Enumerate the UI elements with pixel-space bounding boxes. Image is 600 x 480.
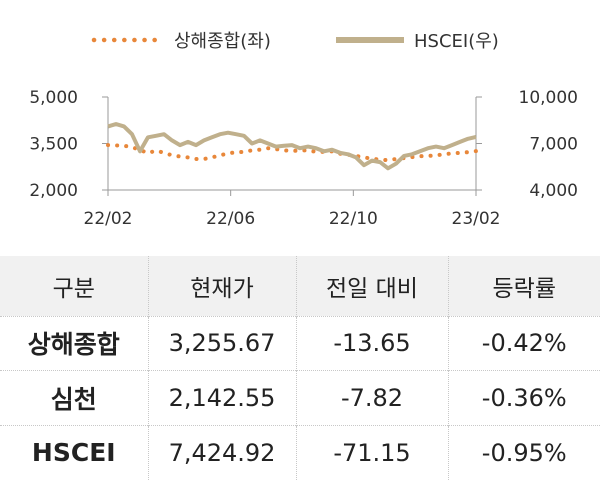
index-table: 구분 현재가 전일 대비 등락률 상해종합 3,255.67 -13.65 -0… — [0, 256, 600, 480]
legend-label-hscei: HSCEI(우) — [414, 31, 499, 52]
row-name: 상해종합 — [27, 330, 120, 360]
y-right-tick-label: 7,000 — [529, 135, 578, 155]
row-pct: -0.42% — [447, 316, 600, 371]
header-pct: 등락률 — [447, 256, 600, 316]
row-name: HSCEI — [31, 438, 116, 468]
row-pct: -0.36% — [447, 370, 600, 426]
row-price: 7,424.92 — [147, 425, 296, 480]
legend-label-shanghai: 상해종합(좌) — [174, 31, 271, 52]
row-price: 3,255.67 — [147, 316, 296, 371]
table-row: 상해종합 3,255.67 -13.65 -0.42% — [0, 316, 600, 371]
row-price: 2,142.55 — [147, 370, 296, 426]
series-line-hscei — [107, 122, 477, 171]
row-change: -71.15 — [295, 425, 448, 480]
x-tick-label: 22/02 — [84, 209, 133, 229]
row-change: -13.65 — [295, 316, 448, 371]
table-row: HSCEI 7,424.92 -71.15 -0.95% — [0, 425, 600, 480]
header-change: 전일 대비 — [295, 256, 448, 316]
y-left-tick-label: 5,000 — [29, 88, 78, 108]
row-change: -7.82 — [295, 370, 448, 426]
index-chart: 5,000 3,500 2,000 10,000 7,000 4,000 22/02 22/0… — [29, 31, 578, 229]
header-category: 구분 — [52, 275, 95, 302]
row-pct: -0.95% — [447, 425, 600, 480]
y-right-tick-label: 10,000 — [519, 88, 578, 108]
y-right-tick-label: 4,000 — [529, 181, 578, 201]
y-left-tick-label: 3,500 — [29, 135, 78, 155]
table-row: 심천 2,142.55 -7.82 -0.36% — [0, 370, 600, 426]
x-tick-label: 22/06 — [206, 209, 255, 229]
y-left-tick-label: 2,000 — [29, 181, 78, 201]
table-header-row: 구분 현재가 전일 대비 등락률 — [0, 256, 600, 316]
x-tick-label: 22/10 — [329, 209, 378, 229]
series-line-shanghai — [106, 143, 478, 163]
row-name: 심천 — [50, 384, 97, 414]
x-tick-label: 23/02 — [452, 209, 501, 229]
header-price: 현재가 — [147, 256, 296, 316]
